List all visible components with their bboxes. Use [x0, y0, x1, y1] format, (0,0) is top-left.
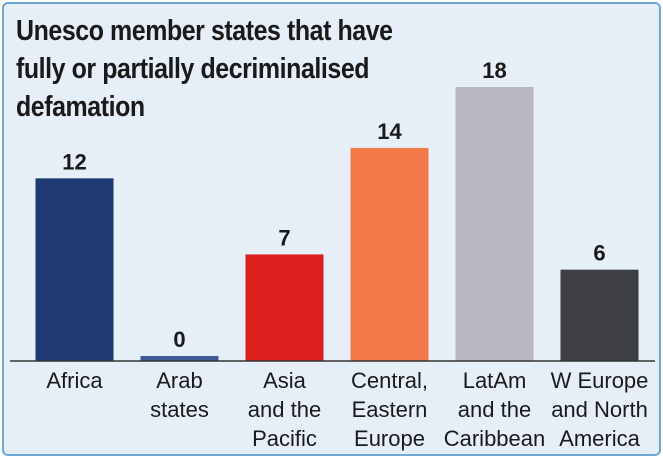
category-label-3-line-2: Europe	[354, 426, 425, 451]
category-label-5-line-2: America	[559, 426, 640, 451]
bar-3	[350, 147, 429, 361]
value-label-0: 12	[62, 149, 86, 174]
value-label-2: 7	[278, 225, 290, 250]
value-label-5: 6	[593, 241, 605, 266]
category-label-0-line-0: Africa	[46, 368, 103, 393]
category-label-2-line-1: and the	[248, 397, 321, 422]
category-label-4-line-2: Caribbean	[444, 426, 546, 451]
category-label-3-line-1: Eastern	[352, 397, 428, 422]
category-label-2-line-0: Asia	[263, 368, 307, 393]
category-label-5-line-0: W Europe	[551, 368, 649, 393]
bar-2	[245, 254, 324, 361]
bar-5	[560, 269, 639, 361]
bar-1	[140, 356, 219, 361]
labels-group: 12 Africa 0 Arab states 7 Asia and the Pacific 14…	[46, 58, 648, 451]
category-label-1-line-1: states	[150, 397, 209, 422]
category-label-4-line-1: and the	[458, 397, 531, 422]
category-label-5-line-1: and North	[551, 397, 648, 422]
category-label-2-line-2: Pacific	[252, 426, 317, 451]
value-label-3: 14	[377, 119, 402, 144]
value-label-1: 0	[173, 327, 185, 352]
category-label-4-line-0: LatAm	[463, 368, 527, 393]
bars-group	[35, 87, 639, 361]
chart-title: Unesco member states that have fully or …	[16, 15, 393, 123]
category-label-1-line-0: Arab	[156, 368, 202, 393]
bar-4	[455, 87, 534, 361]
category-label-3-line-0: Central,	[351, 368, 428, 393]
bar-chart: 12 Africa 0 Arab states 7 Asia and the Pacific 14…	[10, 58, 655, 451]
value-label-4: 18	[482, 58, 506, 83]
bar-0	[35, 178, 114, 361]
